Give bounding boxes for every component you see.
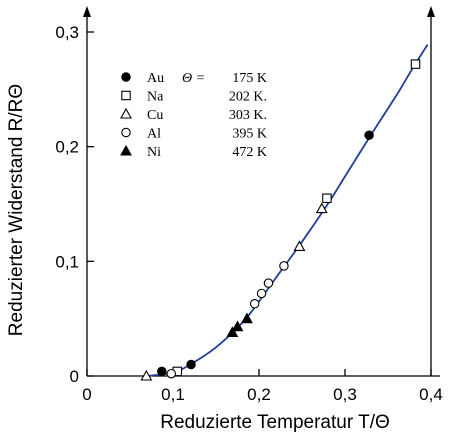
legend-theta: 202 K. <box>229 90 267 105</box>
data-point-ni <box>241 312 253 324</box>
legend-theta: 472 K <box>232 145 267 160</box>
x-tick-label: 0,4 <box>419 385 443 404</box>
legend-marker-ni <box>120 144 132 156</box>
data-point-cu <box>315 202 328 214</box>
data-point-na <box>322 193 332 204</box>
data-point-ni <box>231 320 244 332</box>
y-tick-label: 0,2 <box>55 138 79 157</box>
data-point-al <box>263 278 274 288</box>
x-axis-label: Reduzierte Temperatur T/Θ <box>160 412 390 433</box>
legend-theta-label: Θ = <box>182 71 205 86</box>
fit-curve <box>147 44 429 377</box>
y-axis-arrow <box>83 6 91 17</box>
legend-symbol: Au <box>147 71 164 86</box>
legend-marker-na <box>121 90 131 101</box>
x-tick-label: 0,1 <box>161 385 185 404</box>
data-point-al <box>249 299 260 309</box>
legend: Au 175 K Na 202 K. Cu 303 K. Al 395 K Ni 472 K Θ = <box>120 71 267 160</box>
x-tick-label: 0 <box>82 385 91 404</box>
legend-marker-au <box>121 72 131 82</box>
data-point-au <box>157 366 167 377</box>
legend-theta: 395 K <box>232 127 267 142</box>
y-tick-label: 0,3 <box>55 23 79 42</box>
right-frame-arrow <box>427 6 435 17</box>
legend-symbol: Cu <box>147 108 163 123</box>
data-point-cu <box>293 240 306 251</box>
legend-marker-al <box>121 127 131 138</box>
data-point-al <box>256 288 267 299</box>
data-point-na <box>410 59 421 69</box>
legend-theta: 303 K. <box>229 108 267 123</box>
data-point-au <box>186 359 196 370</box>
legend-symbol: Na <box>147 90 164 105</box>
data-point-al <box>166 368 177 379</box>
data-point-ni <box>226 326 239 337</box>
legend-symbol: Ni <box>147 145 161 160</box>
x-tick-label: 0,3 <box>333 385 357 404</box>
legend-marker-cu <box>120 107 132 119</box>
legend-symbol: Al <box>147 127 161 142</box>
data-point-al <box>279 261 289 271</box>
data-point-au <box>364 130 374 140</box>
data-points <box>140 59 421 381</box>
y-tick-label: 0,1 <box>55 252 79 271</box>
legend-theta: 175 K <box>232 71 267 86</box>
x-tick-label: 0,2 <box>247 385 271 404</box>
data-point-cu <box>140 369 153 381</box>
y-axis-label: Reduzierter Widerstand R/RΘ <box>6 84 27 336</box>
y-tick-label: 0 <box>70 367 79 386</box>
tick-labels: 0 0,1 0,2 0,3 0,4 0 0,1 0,2 0,3 <box>55 23 442 404</box>
axes <box>83 6 440 377</box>
